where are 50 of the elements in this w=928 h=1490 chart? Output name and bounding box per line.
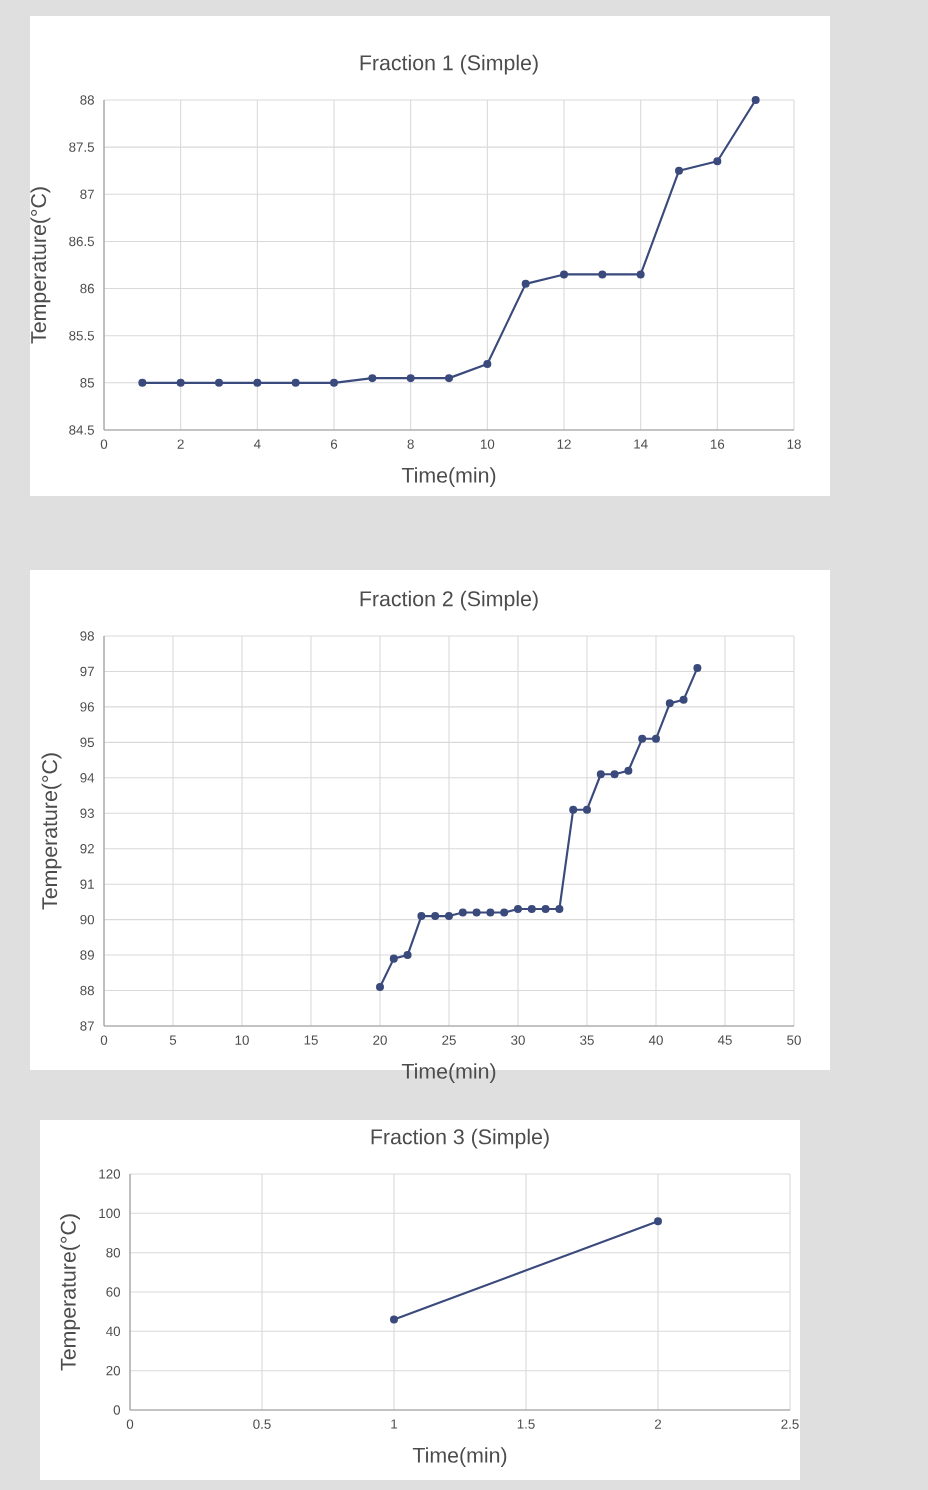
- chart-title: Fraction 2 (Simple): [360, 590, 538, 611]
- point: [638, 734, 647, 743]
- point: [521, 279, 530, 288]
- point: [610, 770, 619, 779]
- point: [500, 908, 509, 917]
- point: [679, 695, 688, 704]
- point: [445, 374, 454, 383]
- y-axis-title: Temperature(°C): [30, 187, 51, 344]
- point: [541, 904, 550, 913]
- point: [406, 374, 415, 383]
- point: [458, 908, 467, 917]
- point: [138, 378, 147, 387]
- x-axis-title: Time(min): [401, 467, 496, 488]
- x-axis-title: Time(min): [401, 1063, 496, 1084]
- point: [472, 908, 481, 917]
- point: [560, 270, 569, 279]
- point: [389, 954, 398, 963]
- point: [527, 904, 536, 913]
- chart-title: Fraction 1 (Simple): [360, 54, 538, 75]
- point: [582, 805, 591, 814]
- point: [253, 378, 262, 387]
- point: [513, 904, 522, 913]
- point: [486, 908, 495, 917]
- point: [444, 912, 453, 921]
- point: [483, 359, 492, 368]
- point: [330, 378, 339, 387]
- point: [555, 904, 564, 913]
- y-axis-title: Temperature(°C): [60, 1214, 81, 1371]
- y-axis-title: Temperature(°C): [41, 753, 62, 910]
- point: [291, 378, 300, 387]
- point: [596, 770, 605, 779]
- point: [417, 912, 426, 921]
- point: [598, 270, 607, 279]
- chart-title: Fraction 3 (Simple): [371, 1128, 549, 1149]
- point: [713, 157, 722, 166]
- point: [431, 912, 440, 921]
- point: [569, 805, 578, 814]
- point: [665, 699, 674, 708]
- point: [215, 378, 223, 387]
- point: [368, 374, 377, 383]
- x-axis-title: Time(min): [412, 1447, 507, 1468]
- point: [693, 663, 702, 672]
- point: [403, 951, 412, 960]
- point: [636, 270, 645, 279]
- point: [624, 766, 633, 775]
- point: [375, 982, 384, 991]
- point: [751, 95, 760, 104]
- point: [675, 166, 684, 175]
- point: [176, 378, 185, 387]
- point: [651, 734, 660, 743]
